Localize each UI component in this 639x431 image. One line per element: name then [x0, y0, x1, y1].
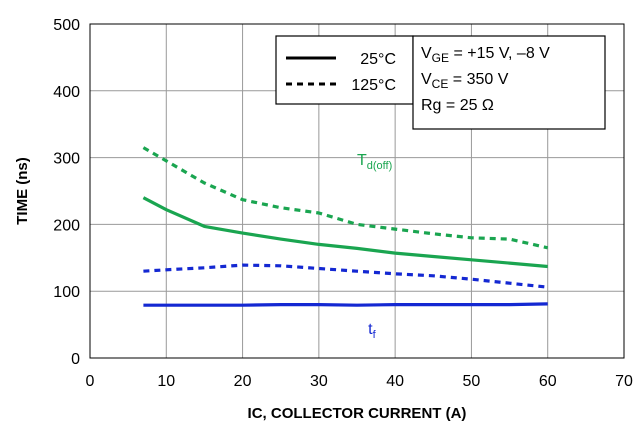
legend-label-25c: 25°C — [360, 51, 396, 68]
axis-ticks: 0 10 20 30 40 50 60 70 0 100 200 300 400 500 — [53, 17, 633, 390]
y-tick-label: 200 — [53, 217, 80, 234]
series-td-off-solid — [142, 196, 548, 269]
series-group — [142, 146, 549, 307]
y-tick-label: 300 — [53, 151, 80, 168]
x-tick-label: 20 — [234, 373, 252, 390]
legend-label-125c: 125°C — [351, 77, 396, 94]
y-tick-label: 500 — [53, 17, 80, 34]
series-tf-solid — [143, 302, 548, 307]
conditions-box — [412, 35, 606, 130]
x-tick-label: 10 — [157, 373, 175, 390]
plot-frame — [89, 23, 625, 359]
y-tick-label: 100 — [53, 284, 80, 301]
x-tick-label: 40 — [386, 373, 404, 390]
y-tick-label: 0 — [71, 351, 80, 368]
x-tick-label: 70 — [615, 373, 633, 390]
legend: 25°C 125°C — [275, 35, 414, 105]
condition-vge: VGE = +15 V, –8 V — [421, 45, 550, 65]
x-axis-title: IC, COLLECTOR CURRENT (A) — [248, 405, 467, 422]
series-td-off-dashed — [142, 146, 549, 250]
td-off-label: Td(off) — [357, 152, 392, 172]
x-tick-label: 50 — [463, 373, 481, 390]
legend-box — [275, 35, 414, 105]
tf-label: tf — [368, 321, 376, 341]
test-conditions: VGE = +15 V, –8 V VCE = 350 V Rg = 25 Ω — [412, 35, 606, 130]
y-tick-label: 400 — [53, 84, 80, 101]
x-tick-label: 0 — [86, 373, 95, 390]
condition-rg: Rg = 25 Ω — [421, 97, 494, 114]
x-tick-label: 30 — [310, 373, 328, 390]
x-tick-label: 60 — [539, 373, 557, 390]
condition-vce: VCE = 350 V — [421, 71, 509, 91]
y-axis-title: TIME (ns) — [14, 157, 31, 225]
series-tf-dashed — [143, 263, 548, 289]
